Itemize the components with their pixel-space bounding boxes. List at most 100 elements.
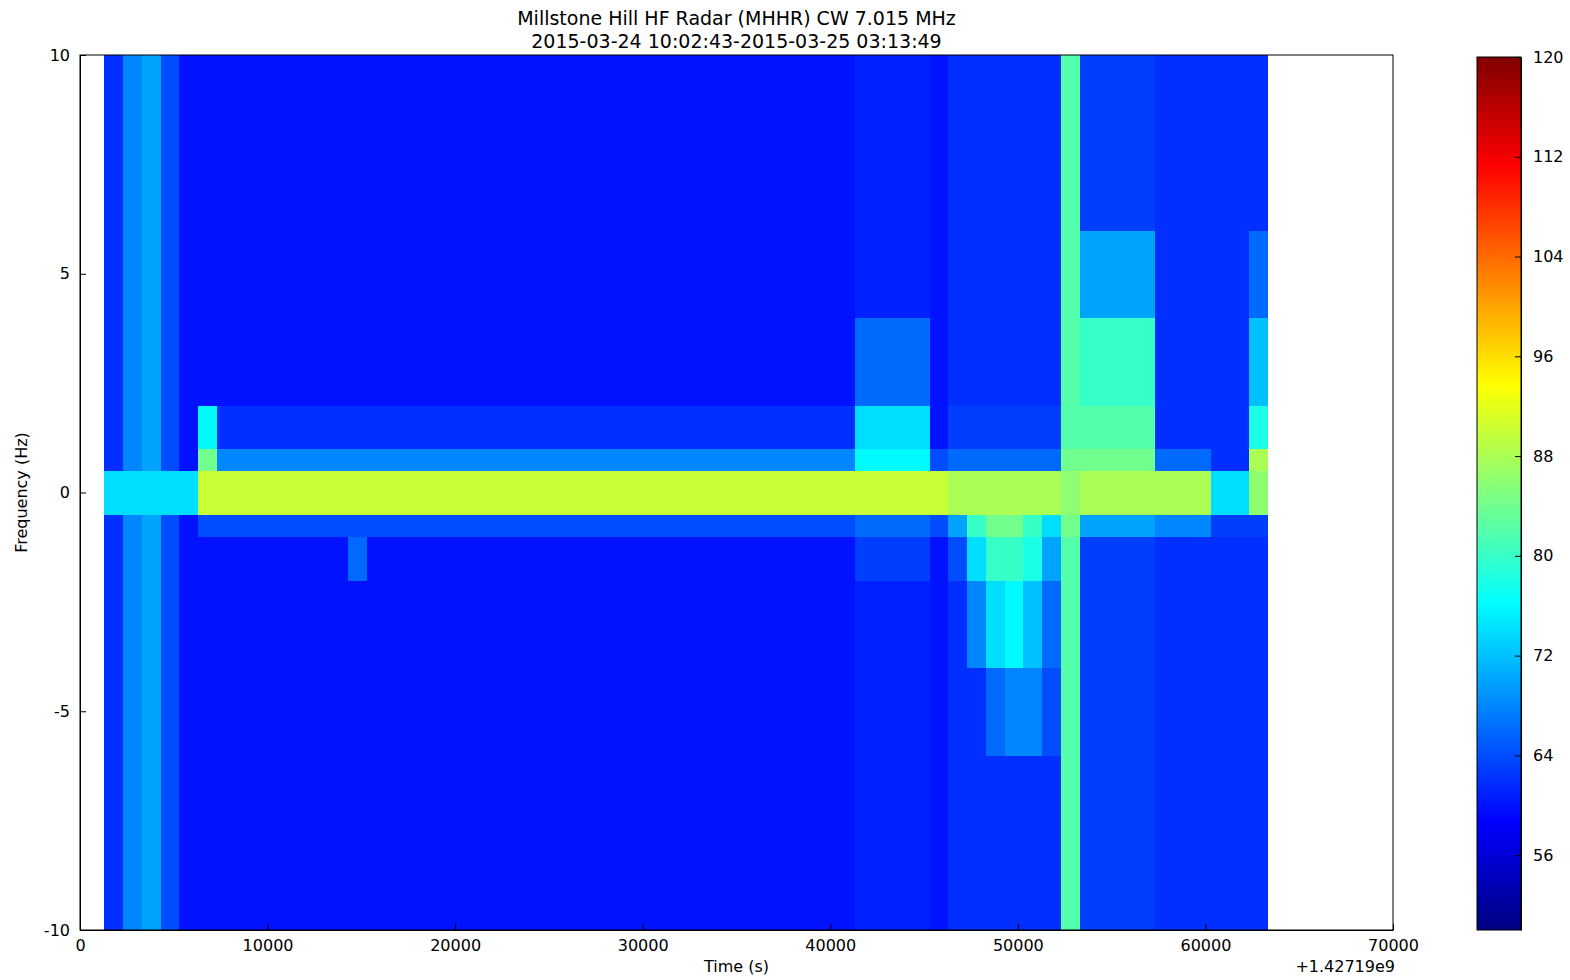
heatmap-cell <box>592 55 611 143</box>
heatmap-cell <box>104 536 123 580</box>
x-axis: 010000200003000040000500006000070000 <box>75 924 1419 955</box>
heatmap-cell <box>1249 471 1268 515</box>
heatmap-cell <box>386 536 405 580</box>
heatmap-cell <box>517 230 536 318</box>
heatmap-cell <box>367 55 386 143</box>
heatmap-cell <box>780 449 799 471</box>
heatmap-cell <box>573 143 592 231</box>
heatmap-cell <box>442 405 461 449</box>
heatmap-cell <box>573 755 592 843</box>
heatmap-cell <box>1230 755 1249 843</box>
heatmap-cell <box>367 405 386 449</box>
heatmap-cell <box>161 318 180 406</box>
heatmap-cell <box>817 230 836 318</box>
heatmap-cell <box>498 580 517 668</box>
heatmap-cell <box>592 514 611 536</box>
heatmap-cell <box>142 471 161 515</box>
heatmap-cell <box>1249 405 1268 449</box>
heatmap-cell <box>1211 843 1230 931</box>
heatmap-cell <box>1023 318 1042 406</box>
chart-container: 010000200003000040000500006000070000-10-… <box>0 0 1570 980</box>
heatmap-cell <box>104 843 123 931</box>
heatmap-cell <box>780 668 799 756</box>
heatmap-cell <box>1099 580 1118 668</box>
heatmap-cell <box>142 230 161 318</box>
heatmap-cell <box>742 55 761 143</box>
heatmap-cell <box>1174 514 1193 536</box>
heatmap-cell <box>311 471 330 515</box>
colorbar-tick-label: 64 <box>1533 746 1553 765</box>
heatmap-cell <box>461 471 480 515</box>
heatmap-cell <box>930 55 949 143</box>
heatmap-cell <box>648 580 667 668</box>
heatmap-cell <box>142 143 161 231</box>
x-tick: 70000 <box>1368 924 1419 955</box>
heatmap-cell <box>386 755 405 843</box>
heatmap-cell <box>892 471 911 515</box>
heatmap-cell <box>404 318 423 406</box>
heatmap-cell <box>555 580 574 668</box>
x-tick: 50000 <box>993 924 1044 955</box>
heatmap-cell <box>986 230 1005 318</box>
heatmap-cell <box>555 318 574 406</box>
x-axis-line <box>81 930 1394 931</box>
heatmap-cell <box>817 668 836 756</box>
heatmap-cell <box>1099 55 1118 143</box>
heatmap-cell <box>254 143 273 231</box>
heatmap-cell <box>705 668 724 756</box>
heatmap-cell <box>404 668 423 756</box>
heatmap-cell <box>836 471 855 515</box>
heatmap-cell <box>480 55 499 143</box>
heatmap-cell <box>292 668 311 756</box>
heatmap-cell <box>1174 318 1193 406</box>
heatmap-cell <box>461 143 480 231</box>
heatmap-cell <box>1230 536 1249 580</box>
heatmap-cell <box>254 755 273 843</box>
heatmap-cell <box>705 843 724 931</box>
heatmap-cell <box>573 449 592 471</box>
heatmap-cell <box>104 405 123 449</box>
heatmap-cell <box>198 230 217 318</box>
heatmap-cell <box>236 514 255 536</box>
heatmap-cell <box>480 668 499 756</box>
heatmap-cell <box>198 580 217 668</box>
heatmap-cell <box>273 514 292 536</box>
colorbar-tick-label: 72 <box>1533 646 1553 665</box>
colorbar-frame <box>1477 57 1521 930</box>
heatmap-cell <box>555 143 574 231</box>
heatmap-cell <box>836 536 855 580</box>
heatmap-cell <box>648 668 667 756</box>
heatmap-cell <box>1061 230 1080 318</box>
heatmap-cell <box>217 580 236 668</box>
heatmap-cell <box>198 755 217 843</box>
heatmap-cell <box>948 143 967 231</box>
heatmap-cell <box>1155 230 1174 318</box>
heatmap-cell <box>179 668 198 756</box>
heatmap-cell <box>873 449 892 471</box>
y-axis-title: Frequency (Hz) <box>12 432 31 553</box>
heatmap-cell <box>1099 668 1118 756</box>
heatmap-cell <box>292 449 311 471</box>
heatmap-cell <box>873 843 892 931</box>
heatmap-cell <box>254 230 273 318</box>
heatmap-cell <box>573 514 592 536</box>
heatmap-cell <box>1061 755 1080 843</box>
heatmap-cell <box>892 143 911 231</box>
heatmap-cell <box>573 536 592 580</box>
heatmap-cell <box>948 405 967 449</box>
heatmap-cell <box>1155 843 1174 931</box>
chart-subtitle: 2015-03-24 10:02:43-2015-03-25 03:13:49 <box>531 30 941 52</box>
heatmap-cell <box>1174 405 1193 449</box>
heatmap-cell <box>348 536 367 580</box>
heatmap-cell <box>329 449 348 471</box>
heatmap-cell <box>236 471 255 515</box>
heatmap-cell <box>573 230 592 318</box>
heatmap-cell <box>573 471 592 515</box>
heatmap-cell <box>705 318 724 406</box>
heatmap-cell <box>1174 471 1193 515</box>
x-tick: 10000 <box>243 924 294 955</box>
heatmap-cell <box>254 536 273 580</box>
heatmap-cell <box>1155 449 1174 471</box>
heatmap-cell <box>517 471 536 515</box>
heatmap-cell <box>892 55 911 143</box>
